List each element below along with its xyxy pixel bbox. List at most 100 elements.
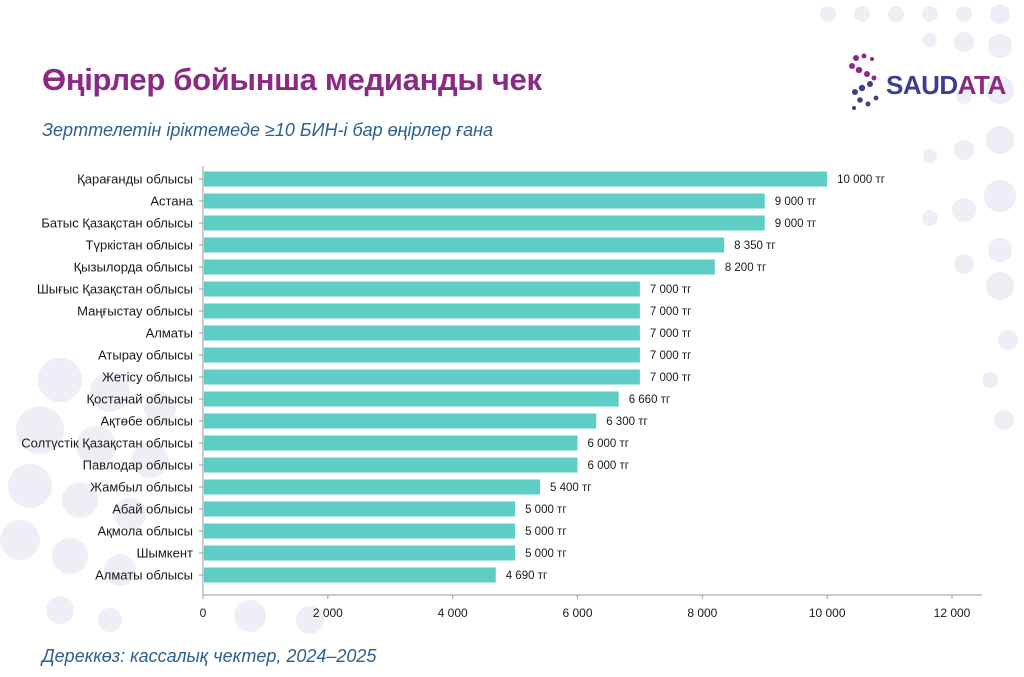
category-label: Алматы облысы xyxy=(95,568,193,583)
page-title: Өңірлер бойынша медианды чек xyxy=(42,62,542,97)
bar xyxy=(204,413,597,429)
decorative-dot xyxy=(104,554,136,586)
data-label: 5 400 тг xyxy=(550,482,591,494)
data-label: 7 000 тг xyxy=(650,350,691,362)
logo-part2: ATA xyxy=(957,70,1007,100)
data-label: 5 000 тг xyxy=(525,504,566,516)
decorative-dot xyxy=(234,600,266,632)
category-label: Шығыс Қазақстан облысы xyxy=(37,282,193,297)
decorative-dot xyxy=(820,6,836,22)
category-label: Қызылорда облысы xyxy=(74,260,193,275)
bar xyxy=(204,501,516,517)
data-label: 7 000 тг xyxy=(650,284,691,296)
decorative-dot xyxy=(8,464,52,508)
decorative-dot xyxy=(923,33,937,47)
decorative-dot xyxy=(954,254,974,274)
category-label: Алматы xyxy=(146,326,193,341)
page-subtitle: Зерттелетін іріктемеде ≥10 БИН-і бар өңі… xyxy=(42,120,494,140)
decorative-dot xyxy=(76,426,116,466)
category-label: Түркістан облысы xyxy=(86,238,193,253)
bar xyxy=(204,303,640,319)
decorative-dot xyxy=(90,372,130,412)
x-tick-label: 0 xyxy=(200,606,207,620)
data-label: 4 690 тг xyxy=(506,570,547,582)
category-label: Қостанай облысы xyxy=(87,392,194,407)
category-label: Солтүстік Қазақстан облысы xyxy=(21,436,193,451)
bar xyxy=(204,369,640,385)
category-label: Маңғыстау облысы xyxy=(77,304,193,319)
decorative-dot xyxy=(986,126,1014,154)
logo-wordmark: SAUDATA xyxy=(886,70,1006,101)
bar xyxy=(204,545,516,561)
decorative-dot xyxy=(988,238,1012,262)
bar xyxy=(204,171,828,187)
data-label: 8 350 тг xyxy=(734,240,775,252)
decorative-dot xyxy=(954,140,974,160)
category-label: Жетісу облысы xyxy=(102,370,193,385)
x-tick-label: 4 000 xyxy=(438,606,468,620)
decorative-dot xyxy=(62,482,98,518)
decorative-dot xyxy=(986,272,1014,300)
data-label: 5 000 тг xyxy=(525,548,566,560)
bar xyxy=(204,281,640,297)
x-tick-label: 2 000 xyxy=(313,606,343,620)
data-label: 9 000 тг xyxy=(775,196,816,208)
decorative-dot xyxy=(114,498,146,530)
decorative-dot xyxy=(144,392,176,424)
bar xyxy=(204,259,715,275)
data-label: 9 000 тг xyxy=(775,218,816,230)
category-label: Ақмола облысы xyxy=(97,524,193,539)
x-tick-label: 12 000 xyxy=(934,606,971,620)
source-note: Дереккөз: кассалық чектер, 2024–2025 xyxy=(42,646,377,666)
decorative-dot xyxy=(990,4,1010,24)
decorative-dot xyxy=(38,358,82,402)
bar xyxy=(204,193,765,209)
decorative-dot xyxy=(956,88,972,104)
bar xyxy=(204,567,496,583)
category-label: Абай облысы xyxy=(112,502,193,517)
category-label: Батыс Қазақстан облысы xyxy=(41,216,193,231)
decorative-dot xyxy=(994,410,1014,430)
bar xyxy=(204,435,578,451)
data-label: 10 000 тг xyxy=(837,174,885,186)
bar xyxy=(204,457,578,473)
bar xyxy=(204,479,541,495)
category-label: Павлодар облысы xyxy=(83,458,193,473)
category-label: Ақтөбе облысы xyxy=(100,414,193,429)
x-tick-label: 8 000 xyxy=(687,606,717,620)
decorative-dot xyxy=(956,6,972,22)
data-label: 5 000 тг xyxy=(525,526,566,538)
logo-mark-icon xyxy=(849,53,879,110)
category-label: Атырау облысы xyxy=(98,348,193,363)
data-label: 6 000 тг xyxy=(588,438,629,450)
decorative-dot xyxy=(998,330,1018,350)
bar xyxy=(204,237,725,253)
data-label: 6 000 тг xyxy=(588,460,629,472)
data-label: 8 200 тг xyxy=(725,262,766,274)
decorative-dot xyxy=(922,210,938,226)
decorative-dot xyxy=(988,34,1012,58)
decorative-dot xyxy=(296,606,324,634)
decorative-dot xyxy=(986,76,1014,104)
category-label: Жамбыл облысы xyxy=(90,480,193,495)
bar xyxy=(204,325,640,341)
bar xyxy=(204,215,765,231)
x-tick-label: 6 000 xyxy=(562,606,592,620)
data-label: 6 300 тг xyxy=(606,416,647,428)
decorative-dot xyxy=(132,442,168,478)
category-label: Астана xyxy=(150,194,193,209)
data-label: 7 000 тг xyxy=(650,328,691,340)
bar xyxy=(204,391,619,407)
decorative-dot xyxy=(888,6,904,22)
decorative-dot xyxy=(46,596,74,624)
x-tick-label: 10 000 xyxy=(809,606,846,620)
decorative-dot xyxy=(854,6,870,22)
decorative-dot xyxy=(984,180,1016,212)
decorative-dot xyxy=(923,149,937,163)
category-label: Шымкент xyxy=(137,546,193,561)
bar xyxy=(204,523,516,539)
decorative-dot xyxy=(52,538,88,574)
decorative-dot xyxy=(16,406,64,454)
